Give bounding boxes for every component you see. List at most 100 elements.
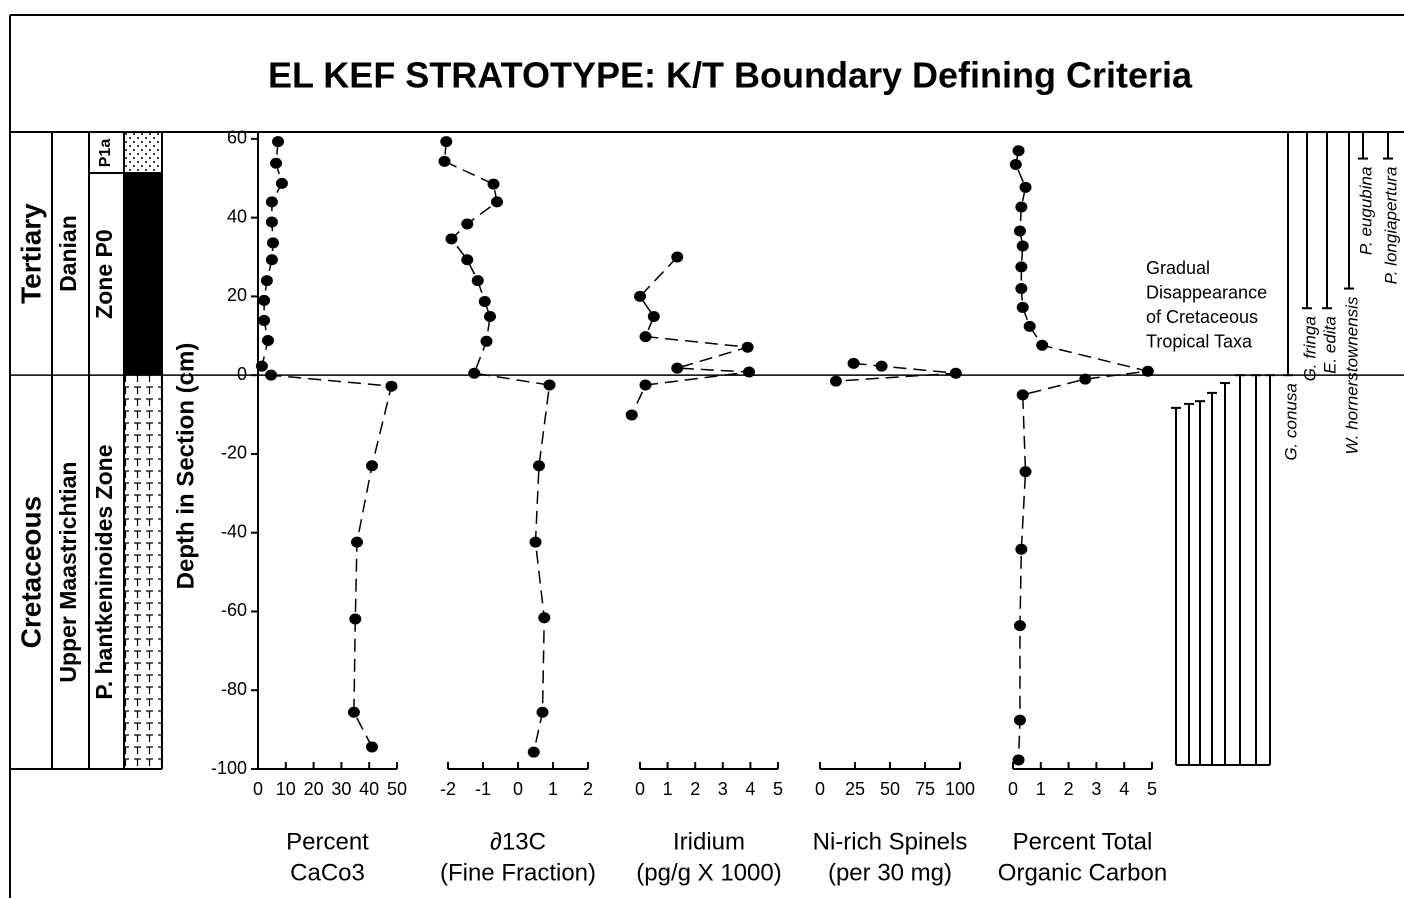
data-point xyxy=(258,314,271,326)
x-tick-label: 25 xyxy=(845,779,865,799)
data-point xyxy=(270,157,283,169)
data-point xyxy=(875,360,888,372)
x-axis-label: Ni-rich Spinels xyxy=(813,828,968,855)
annotation: of Cretaceous xyxy=(1146,307,1258,327)
x-axis-label: CaCo3 xyxy=(290,859,365,886)
data-point xyxy=(461,254,474,266)
y-tick-label: -100 xyxy=(211,758,247,778)
annotation: Disappearance xyxy=(1146,282,1267,302)
data-point xyxy=(533,460,545,472)
data-point xyxy=(1016,240,1029,252)
data-point xyxy=(275,177,288,189)
data-point xyxy=(478,296,491,308)
x-tick-label: 1 xyxy=(663,779,673,799)
x-tick-label: 5 xyxy=(1147,779,1157,799)
data-point xyxy=(671,251,684,263)
data-point xyxy=(527,746,540,758)
data-point xyxy=(1012,145,1025,157)
taxon-label: G. conusa xyxy=(1281,383,1300,461)
x-tick-label: 5 xyxy=(773,779,783,799)
taxon-label: G. fringa xyxy=(1300,316,1319,381)
annotation: Tropical Taxa xyxy=(1146,331,1253,351)
data-point xyxy=(538,612,551,624)
data-point xyxy=(1009,158,1022,170)
x-axis-label: Organic Carbon xyxy=(998,859,1167,886)
x-tick-label: 0 xyxy=(635,779,645,799)
x-axis-label: ∂13C xyxy=(490,828,546,855)
data-point xyxy=(741,341,754,353)
data-point xyxy=(1079,373,1092,385)
data-point xyxy=(1023,320,1036,332)
x-tick-label: 50 xyxy=(387,779,407,799)
data-point xyxy=(265,254,278,266)
data-point xyxy=(1015,261,1028,273)
x-tick-label: 3 xyxy=(718,779,728,799)
data-point xyxy=(480,335,493,347)
x-tick-label: 20 xyxy=(304,779,324,799)
system-label: Tertiary xyxy=(15,203,46,304)
data-point xyxy=(1013,620,1026,632)
system-label: Cretaceous xyxy=(15,496,46,649)
x-tick-label: 1 xyxy=(1036,779,1046,799)
data-point xyxy=(847,357,860,369)
profile-line xyxy=(835,362,956,382)
data-point xyxy=(262,335,275,347)
y-tick-label: -20 xyxy=(221,443,247,463)
data-point xyxy=(536,706,549,718)
zone-label: P. hantkeninoides Zone xyxy=(91,444,117,699)
x-tick-label: 0 xyxy=(1008,779,1018,799)
x-tick-label: 0 xyxy=(815,779,825,799)
x-tick-label: 4 xyxy=(745,779,755,799)
data-point xyxy=(647,310,660,322)
x-tick-label: 2 xyxy=(1064,779,1074,799)
data-point xyxy=(491,196,503,208)
y-tick-label: 60 xyxy=(227,128,247,148)
x-tick-label: 0 xyxy=(253,779,263,799)
data-point xyxy=(1036,339,1049,351)
x-axis-label: Percent Total xyxy=(1013,828,1153,855)
profile-line xyxy=(1014,150,1149,760)
data-point xyxy=(1013,225,1026,237)
data-point xyxy=(385,380,398,392)
data-point xyxy=(265,216,278,228)
taxon-label: E. edita xyxy=(1320,316,1339,374)
x-tick-label: 1 xyxy=(548,779,558,799)
data-point xyxy=(1019,466,1032,478)
data-point xyxy=(445,233,458,245)
x-axis-label: (per 30 mg) xyxy=(828,859,952,886)
x-axis-label: (Fine Fraction) xyxy=(440,859,596,886)
x-axis-label: (pg/g X 1000) xyxy=(636,859,781,886)
data-point xyxy=(265,369,278,381)
data-point xyxy=(487,178,500,190)
taxon-label: P. eugubina xyxy=(1356,167,1375,256)
taxon-label: P. longiapertura xyxy=(1381,167,1400,285)
data-point xyxy=(365,741,378,753)
x-tick-label: -1 xyxy=(475,779,491,799)
data-point xyxy=(625,409,638,421)
taxon-label: W. hornerstownensis xyxy=(1342,296,1361,455)
data-point xyxy=(634,290,646,302)
data-point xyxy=(265,196,278,208)
x-axis-label: Iridium xyxy=(673,828,745,855)
data-point xyxy=(949,367,962,379)
data-point xyxy=(671,362,684,374)
strat-column: Tertiary Cretaceous Danian Upper Maastricht… xyxy=(10,132,163,770)
data-point xyxy=(543,379,556,391)
chart-title: EL KEF STRATOTYPE: K/T Boundary Defining… xyxy=(268,55,1193,96)
x-axis-label: Percent xyxy=(286,828,369,855)
frame xyxy=(9,14,1404,898)
zone-ph-fill xyxy=(124,375,162,769)
data-point xyxy=(1015,543,1028,555)
data-point xyxy=(347,706,360,718)
y-axis-label: Depth in Section (cm) xyxy=(172,343,199,590)
data-point xyxy=(829,375,842,387)
data-point xyxy=(1016,301,1029,313)
y-tick-label: 0 xyxy=(237,364,247,384)
zone-label: P1a xyxy=(97,139,114,168)
stage-label: Upper Maastrichtian xyxy=(55,462,81,683)
data-point xyxy=(1012,754,1025,766)
data-point xyxy=(260,275,273,287)
data-point xyxy=(461,218,474,230)
data-point xyxy=(484,310,496,322)
